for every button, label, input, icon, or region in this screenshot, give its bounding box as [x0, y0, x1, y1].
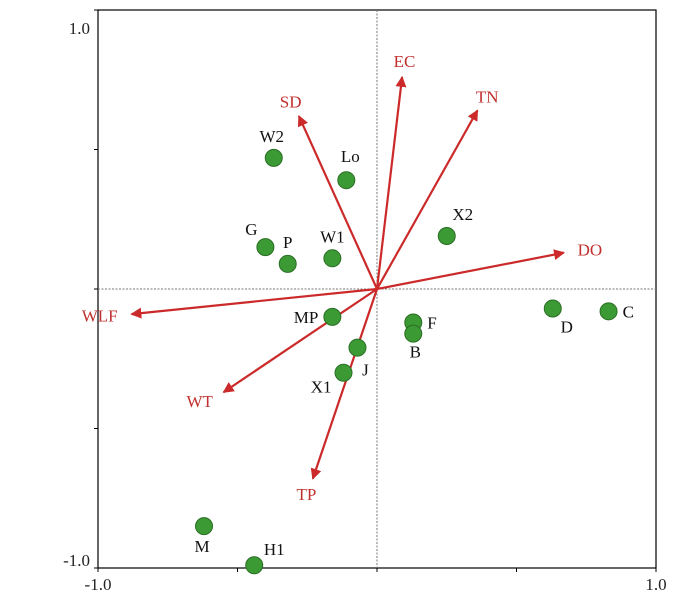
vector-arrow-wlf [130, 287, 378, 319]
vector-arrow-do [376, 249, 566, 291]
site-point-g [256, 238, 275, 257]
site-label-w2: W2 [259, 127, 284, 146]
site-label-p: P [283, 233, 292, 252]
vector-label-wlf: WLF [82, 307, 118, 326]
site-label-x2: X2 [452, 205, 473, 224]
site-label-mp: MP [294, 308, 319, 327]
site-point-j [348, 338, 367, 357]
vectors-group: EC TN SD DO WLF WT TP [82, 52, 602, 504]
vector-arrow-wt [222, 288, 378, 394]
vector-arrow-ec [375, 75, 407, 290]
vector-label-tp: TP [297, 485, 317, 504]
vector-label-do: DO [578, 241, 603, 260]
zero-lines-group [98, 10, 656, 568]
site-label-m: M [194, 537, 209, 556]
site-point-b [404, 324, 423, 343]
site-label-j: J [362, 361, 369, 380]
vector-label-sd: SD [280, 92, 302, 111]
site-point-lo [337, 171, 356, 190]
y-tick-label: -1.0 [63, 551, 90, 570]
site-point-m [195, 517, 214, 536]
vector-arrow-sd [297, 115, 379, 290]
x-tick-label: 1.0 [645, 575, 666, 594]
vector-label-ec: EC [394, 52, 416, 71]
site-point-c [599, 302, 618, 321]
site-label-c: C [623, 302, 634, 321]
site-point-h1 [245, 556, 264, 575]
x-tick-label: -1.0 [85, 575, 112, 594]
y-tick-label: 1.0 [69, 19, 90, 38]
site-label-b: B [410, 343, 421, 362]
site-point-d [543, 299, 562, 318]
vector-label-wt: WT [187, 392, 214, 411]
site-label-d: D [561, 318, 573, 337]
site-point-x1 [334, 363, 353, 382]
site-point-mp [323, 307, 342, 326]
site-label-w1: W1 [320, 227, 345, 246]
points-group: W2 Lo G P W1 X2 MP FB D C J X1 M H1 [194, 127, 634, 575]
site-label-h1: H1 [264, 540, 285, 559]
site-point-w1 [323, 249, 342, 268]
site-point-w2 [264, 148, 283, 167]
site-label-g: G [245, 220, 257, 239]
tick-labels-group: -1.0 1.0 1.0 -1.0 [63, 9, 667, 594]
site-point-p [278, 254, 297, 273]
site-label-f: F [427, 313, 436, 332]
vector-arrow-tp [310, 288, 379, 480]
site-label-x1: X1 [311, 378, 332, 397]
site-label-lo: Lo [341, 147, 360, 166]
vector-arrow-tn [376, 109, 479, 290]
site-point-x2 [437, 226, 456, 245]
vector-label-tn: TN [476, 87, 499, 106]
